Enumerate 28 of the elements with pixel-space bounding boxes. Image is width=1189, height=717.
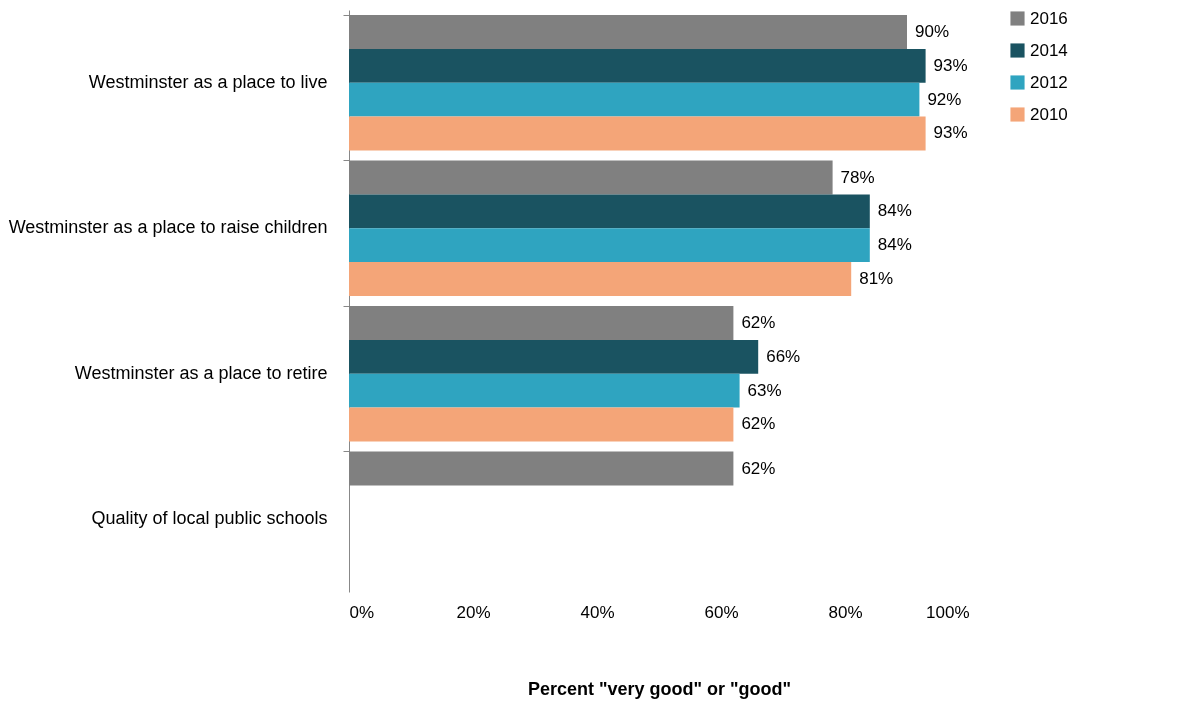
data-label: 63% — [747, 380, 782, 400]
y-tick-label: Westminster as a place to raise children — [8, 217, 328, 238]
data-label: 62% — [741, 313, 776, 333]
x-tick-label: 0% — [349, 602, 375, 622]
data-label: 84% — [877, 235, 912, 255]
y-tick-label: Quality of local public schools — [91, 508, 328, 529]
x-tick-label: 20% — [456, 602, 491, 622]
x-tick-label: 60% — [704, 602, 739, 622]
x-tick-label: 100% — [926, 602, 970, 622]
legend-label: 2012 — [1030, 72, 1068, 92]
data-label: 93% — [933, 123, 968, 143]
y-tick-label: Westminster as a place to live — [88, 71, 328, 92]
legend-label: 2014 — [1030, 40, 1068, 60]
x-tick-label: 80% — [828, 602, 863, 622]
data-label: 84% — [877, 201, 912, 221]
legend-label: 2016 — [1030, 8, 1068, 28]
x-axis-title: Percent "very good" or "good" — [527, 678, 792, 699]
data-label: 92% — [927, 89, 962, 109]
data-label: 66% — [766, 346, 801, 366]
data-label: 90% — [915, 22, 950, 42]
x-tick-label: 40% — [580, 602, 615, 622]
data-label: 93% — [933, 55, 968, 75]
data-label: 78% — [840, 167, 875, 187]
data-label: 62% — [741, 458, 776, 478]
legend-label: 2010 — [1030, 104, 1068, 124]
y-tick-label: Westminster as a place to retire — [74, 362, 328, 383]
data-label: 62% — [741, 414, 776, 434]
data-label: 81% — [859, 268, 894, 288]
